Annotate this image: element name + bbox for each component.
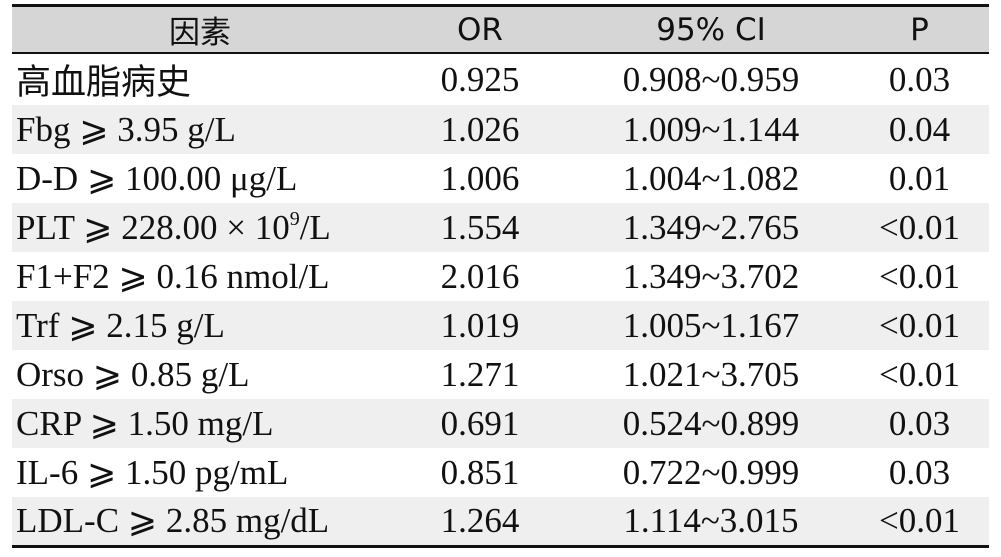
factor-cell: Fbg ⩾ 3.95 g/L	[16, 109, 236, 149]
factor-cell: Trf ⩾ 2.15 g/L	[16, 305, 225, 345]
table-row: Trf ⩾ 2.15 g/L 1.019 1.005~1.167 <0.01	[12, 301, 989, 350]
factor-cell: Orso ⩾ 0.85 g/L	[16, 354, 250, 394]
p-cell: <0.01	[879, 207, 960, 247]
ci-cell: 1.005~1.167	[622, 305, 800, 345]
table-row: Fbg ⩾ 3.95 g/L 1.026 1.009~1.144 0.04	[12, 105, 989, 154]
ci-cell: 1.004~1.082	[622, 158, 800, 198]
table-row: 高血脂病史 0.925 0.908~0.959 0.03	[12, 53, 989, 105]
header-p: P	[850, 4, 989, 54]
or-cell: 1.006	[440, 158, 520, 198]
or-cell: 0.851	[440, 452, 520, 492]
p-cell: 0.04	[888, 109, 951, 149]
factor-exponent: 9	[289, 207, 300, 230]
ci-cell: 0.524~0.899	[622, 403, 800, 443]
or-cell: 1.026	[440, 109, 520, 149]
or-cell: 1.271	[440, 354, 520, 394]
factor-cell: CRP ⩾ 1.50 mg/L	[16, 403, 274, 443]
p-cell: 0.03	[888, 59, 951, 99]
factor-cell: IL-6 ⩾ 1.50 pg/mL	[16, 452, 289, 492]
ci-cell: 0.908~0.959	[622, 59, 800, 99]
table-row: F1+F2 ⩾ 0.16 nmol/L 2.016 1.349~3.702 <0…	[12, 252, 989, 301]
factor-cell: F1+F2 ⩾ 0.16 nmol/L	[16, 256, 330, 296]
factor-cell: LDL-C ⩾ 2.85 mg/dL	[12, 497, 388, 548]
table-row: PLT ⩾ 228.00 × 109/L 1.554 1.349~2.765 <…	[12, 203, 989, 252]
factor-cell: D-D ⩾ 100.00 μg/L	[16, 158, 298, 198]
p-cell: <0.01	[879, 354, 960, 394]
ci-cell: 1.114~3.015	[572, 497, 850, 548]
p-cell: <0.01	[879, 256, 960, 296]
table-row: D-D ⩾ 100.00 μg/L 1.006 1.004~1.082 0.01	[12, 154, 989, 203]
results-table: 因素 OR 95% CI P 高血脂病史 0.925 0.908~0.959 0…	[12, 4, 989, 548]
header-or: OR	[388, 4, 572, 54]
header-row: 因素 OR 95% CI P	[12, 4, 989, 54]
table-header: 因素 OR 95% CI P	[12, 4, 989, 54]
p-cell: <0.01	[850, 497, 989, 548]
header-ci: 95% CI	[572, 4, 850, 54]
ci-cell: 1.009~1.144	[622, 109, 800, 149]
ci-cell: 1.021~3.705	[622, 354, 800, 394]
ci-cell: 1.349~3.702	[622, 256, 800, 296]
p-cell: 0.03	[888, 403, 951, 443]
or-cell: 1.554	[440, 207, 520, 247]
header-factor: 因素	[12, 4, 388, 54]
p-cell: 0.03	[888, 452, 951, 492]
factor-unit: /L	[299, 207, 331, 247]
factor-cell: PLT ⩾ 228.00 × 109/L	[12, 203, 388, 252]
table-body: 高血脂病史 0.925 0.908~0.959 0.03 Fbg ⩾ 3.95 …	[12, 53, 989, 548]
factor-base: PLT ⩾ 228.00 × 10	[16, 207, 290, 247]
or-cell: 1.264	[388, 497, 572, 548]
ci-cell: 1.349~2.765	[622, 207, 800, 247]
table-row: LDL-C ⩾ 2.85 mg/dL 1.264 1.114~3.015 <0.…	[12, 497, 989, 548]
or-cell: 1.019	[440, 305, 520, 345]
p-cell: 0.01	[888, 158, 951, 198]
table-row: Orso ⩾ 0.85 g/L 1.271 1.021~3.705 <0.01	[12, 350, 989, 399]
table-row: CRP ⩾ 1.50 mg/L 0.691 0.524~0.899 0.03	[12, 399, 989, 448]
p-cell: <0.01	[879, 305, 960, 345]
ci-cell: 0.722~0.999	[622, 452, 800, 492]
or-cell: 0.691	[440, 403, 520, 443]
factor-cell: 高血脂病史	[16, 63, 192, 102]
or-cell: 2.016	[440, 256, 520, 296]
table-row: IL-6 ⩾ 1.50 pg/mL 0.851 0.722~0.999 0.03	[12, 448, 989, 497]
or-cell: 0.925	[440, 59, 520, 99]
